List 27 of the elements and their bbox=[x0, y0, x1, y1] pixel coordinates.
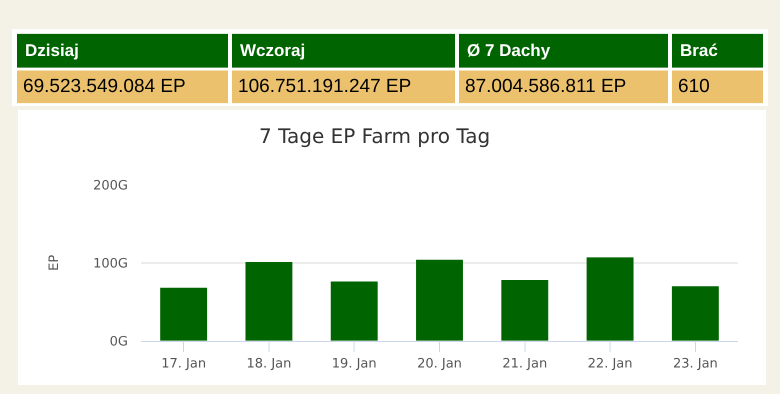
category-label: Dzisiaj bbox=[25, 41, 79, 60]
x-tick-label: 19. Jan bbox=[332, 356, 377, 372]
chart-title: 7 Tage EP Farm pro Tag bbox=[259, 124, 490, 148]
bar bbox=[416, 260, 463, 341]
category-label: Ø 7 Dachy bbox=[467, 41, 551, 60]
bar bbox=[501, 280, 548, 341]
bar bbox=[672, 286, 719, 341]
x-tick-label: 17. Jan bbox=[161, 356, 206, 372]
category-label: Wczoraj bbox=[240, 41, 306, 60]
category-label: Brać bbox=[680, 41, 718, 60]
text: 106.751.191.247 EP bbox=[238, 76, 412, 97]
y-tick-label: 100G bbox=[93, 256, 128, 272]
text: 87.004.586.811 EP bbox=[465, 76, 626, 97]
bar bbox=[160, 288, 208, 341]
text: 610 bbox=[678, 76, 710, 97]
x-tick-label: 18. Jan bbox=[246, 356, 292, 372]
x-tick-label: 20. Jan bbox=[417, 356, 462, 372]
y-tick-label: 0G bbox=[110, 334, 128, 350]
text: 69.523.549.084 EP bbox=[23, 76, 186, 97]
bar bbox=[330, 282, 378, 341]
bar bbox=[245, 262, 292, 341]
x-tick-label: 23. Jan bbox=[672, 356, 718, 372]
x-tick-label: 21. Jan bbox=[502, 356, 548, 372]
x-tick-label: 22. Jan bbox=[588, 356, 632, 372]
y-tick-label: 200G bbox=[93, 178, 128, 194]
y-axis-title: EP bbox=[47, 254, 62, 271]
bar bbox=[586, 257, 634, 341]
